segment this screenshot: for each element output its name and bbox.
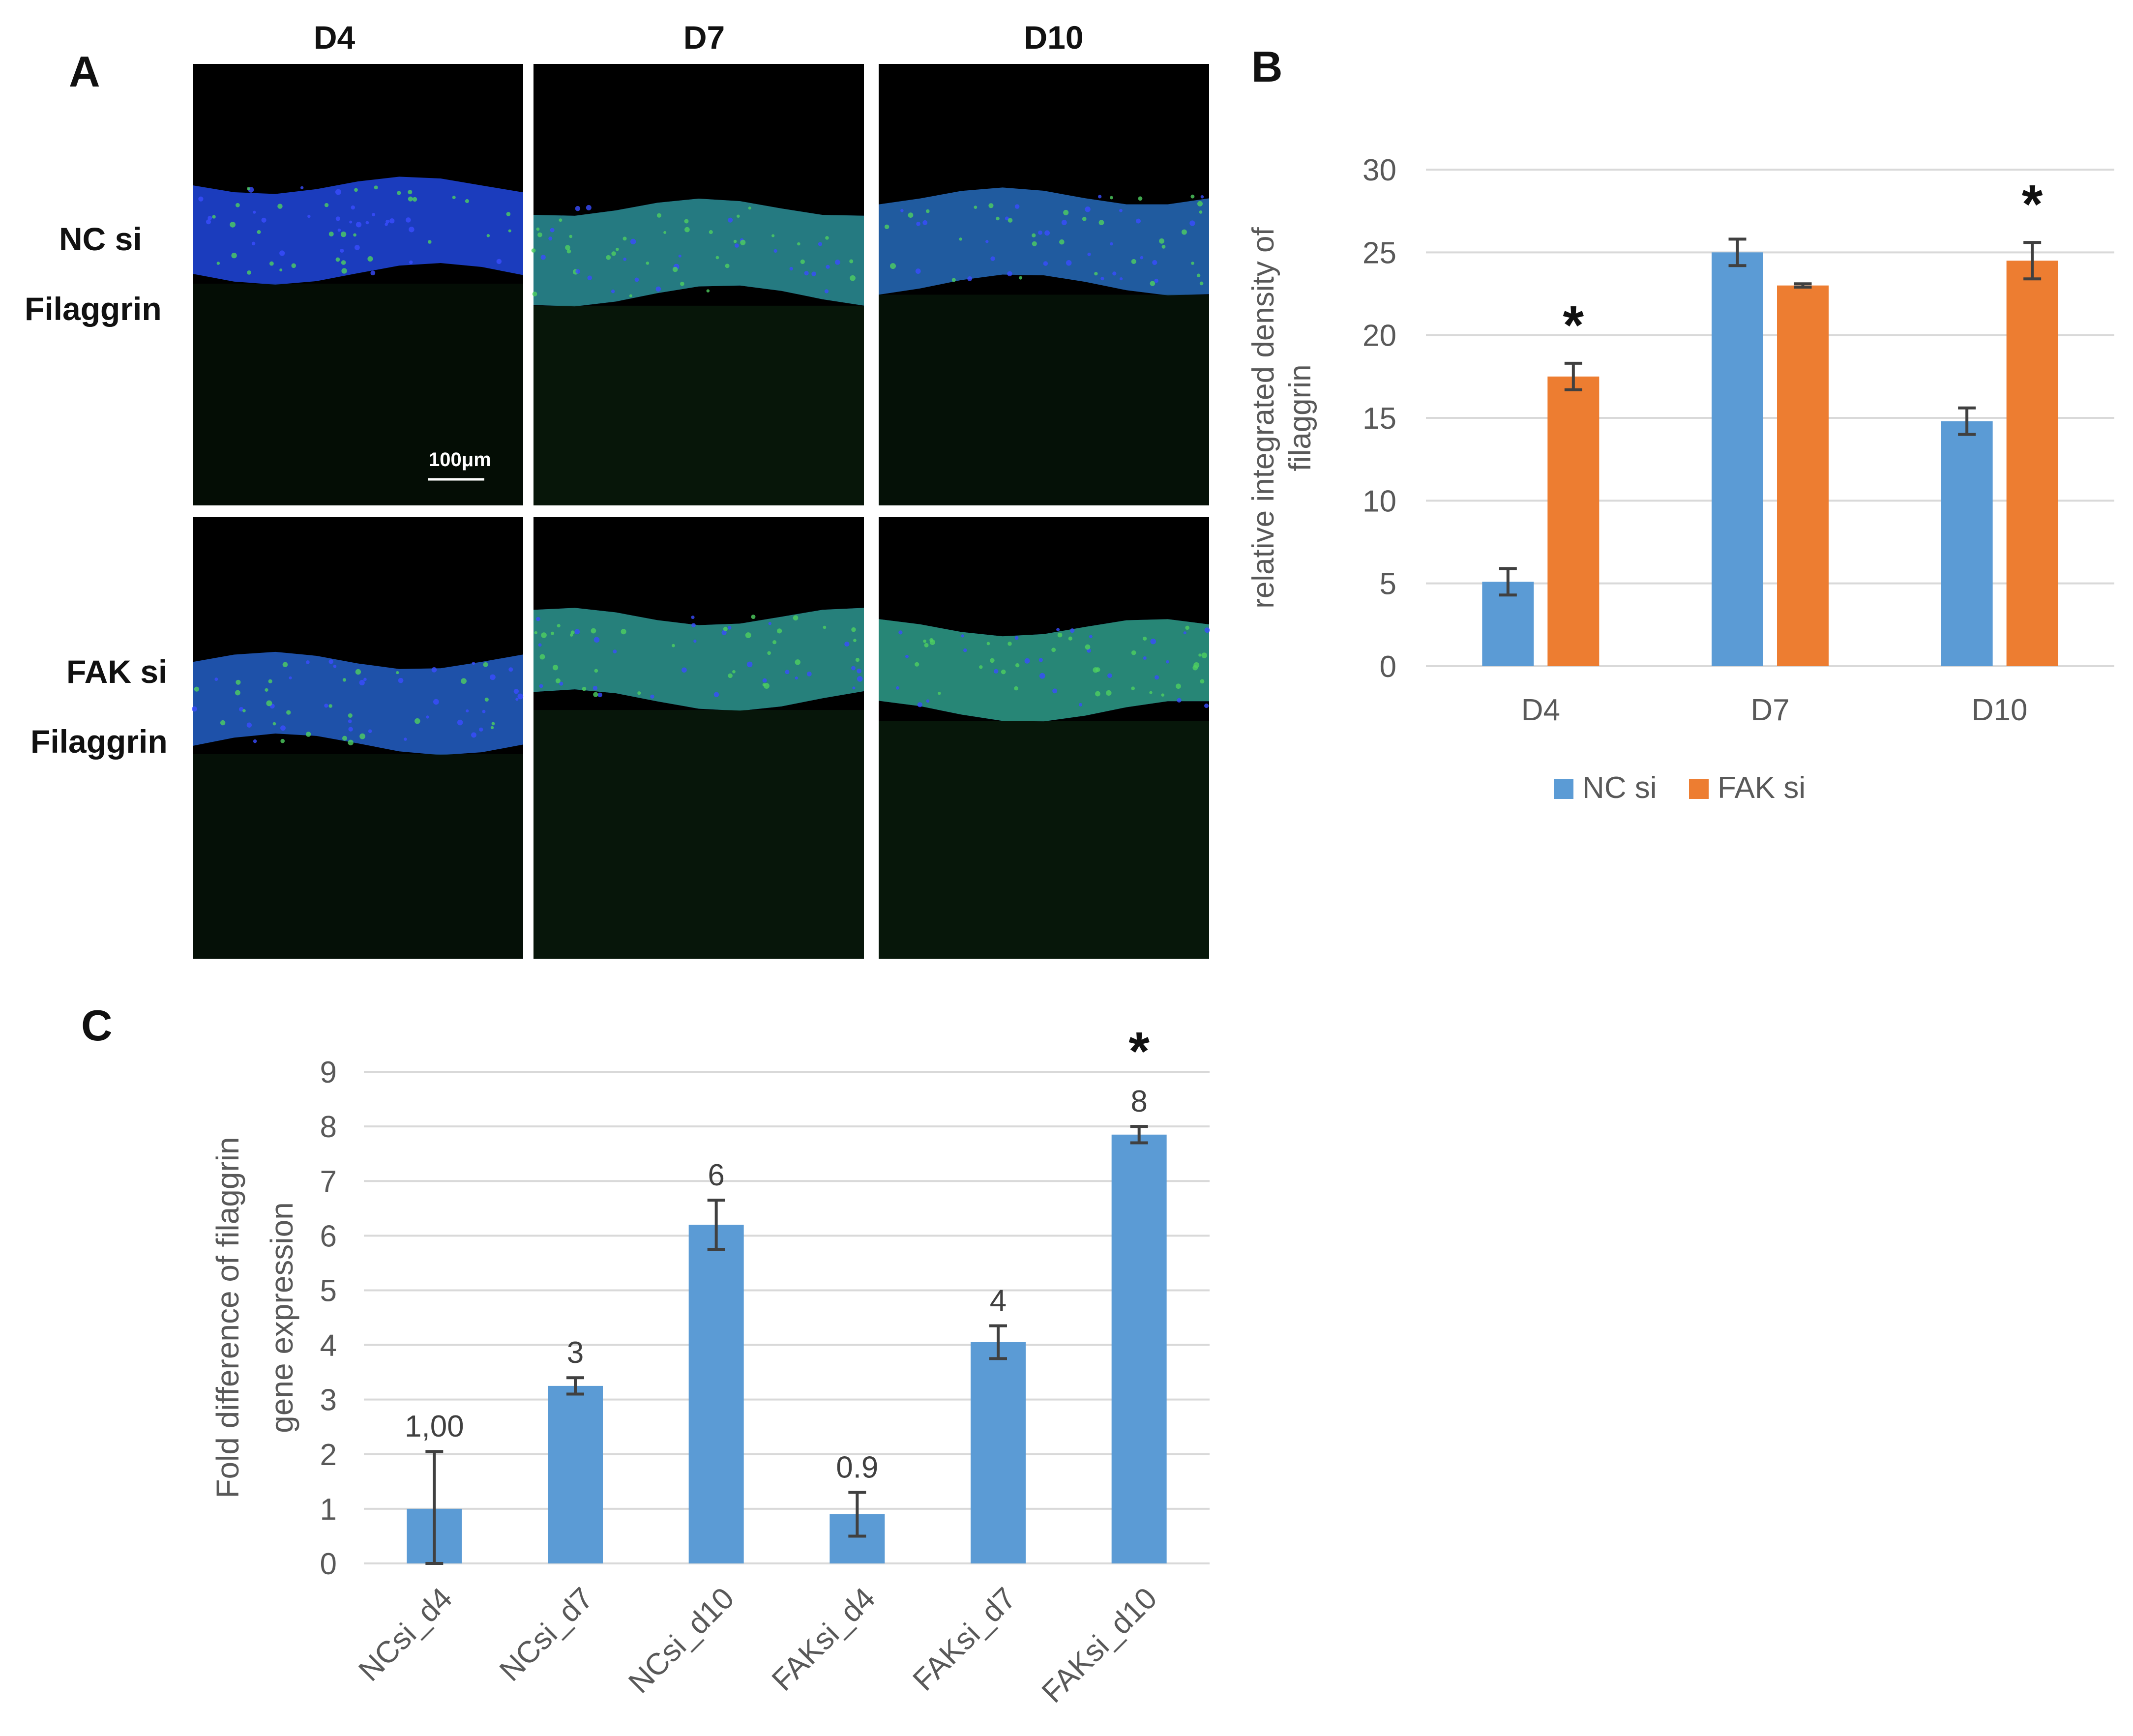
chart-c-bar bbox=[548, 1385, 603, 1563]
chart-b-ytick-label: 15 bbox=[1363, 402, 1396, 436]
chart-c-ytick-label: 8 bbox=[320, 1110, 337, 1144]
chart-b-significance-mark: * bbox=[2022, 174, 2043, 235]
chart-b-ylabel-line2: filaggrin bbox=[1283, 364, 1317, 471]
chart-b-bar bbox=[1777, 285, 1829, 666]
chart-b-bar bbox=[1547, 376, 1600, 666]
chart-b-legend-swatch bbox=[1554, 779, 1573, 799]
chart-b-ytick-label: 0 bbox=[1380, 650, 1396, 684]
chart-c-data-label: 8 bbox=[1130, 1085, 1147, 1118]
row-label-fak-si: FAK si bbox=[66, 653, 168, 690]
column-header-d4: D4 bbox=[313, 19, 356, 56]
chart-c-ytick-label: 4 bbox=[320, 1329, 337, 1363]
panel-a-letter: A bbox=[69, 47, 100, 96]
chart-b-ytick-label: 5 bbox=[1380, 567, 1396, 601]
chart-b: 0 5 10 15 20 25 30 * * D4 D7 D10 NC si FAK si rela… bbox=[1246, 153, 2114, 805]
chart-c-data-label: 6 bbox=[708, 1158, 724, 1192]
chart-c-significance-mark: * bbox=[1128, 1021, 1150, 1082]
chart-c-ylabel-line2: gene expression bbox=[264, 1202, 299, 1433]
chart-b-xtick-label: D4 bbox=[1521, 693, 1560, 727]
micrograph-fak-si-d10 bbox=[879, 517, 1210, 959]
chart-b-xtick-label: D10 bbox=[1972, 693, 2028, 727]
chart-c-ytick-label: 7 bbox=[320, 1165, 337, 1199]
chart-b-ytick-label: 25 bbox=[1363, 236, 1396, 270]
micrograph-fak-si-d7 bbox=[533, 517, 864, 959]
chart-b-bar bbox=[1712, 252, 1763, 666]
micrograph-nc-si-d4 bbox=[193, 64, 523, 505]
micrograph-fak-si-d4 bbox=[192, 517, 524, 959]
chart-b-ytick-label: 20 bbox=[1363, 319, 1396, 353]
chart-c-ytick-label: 2 bbox=[320, 1438, 337, 1472]
chart-c-bar bbox=[1111, 1134, 1167, 1563]
chart-c-xtick-label: FAKsi_d4 bbox=[766, 1581, 882, 1697]
panel-c-letter: C bbox=[81, 1001, 113, 1050]
chart-c-data-label: 3 bbox=[567, 1336, 584, 1370]
micrograph-grid: 100μm bbox=[192, 64, 1210, 959]
column-header-d7: D7 bbox=[683, 19, 725, 56]
chart-c-bar bbox=[971, 1342, 1026, 1563]
chart-c-xtick-label: FAKsi_d10 bbox=[1036, 1581, 1164, 1709]
chart-b-ytick-label: 10 bbox=[1363, 484, 1396, 518]
chart-c-xtick-label: NCsi_d4 bbox=[352, 1581, 459, 1688]
chart-c-ytick-label: 5 bbox=[320, 1274, 337, 1308]
chart-c-ylabel-line1: Fold difference of filaggrin bbox=[210, 1137, 245, 1498]
chart-c-bar bbox=[688, 1225, 744, 1563]
micrograph-nc-si-d7 bbox=[531, 64, 864, 505]
chart-b-significance-mark: * bbox=[1563, 295, 1584, 355]
chart-c-ytick-label: 9 bbox=[320, 1056, 337, 1089]
column-header-d10: D10 bbox=[1024, 19, 1084, 56]
row-label-nc-si: NC si bbox=[59, 221, 142, 257]
chart-c-xtick-label: FAKsi_d7 bbox=[906, 1581, 1022, 1697]
chart-b-legend-label: NC si bbox=[1582, 771, 1657, 805]
chart-b-legend-swatch bbox=[1689, 779, 1709, 799]
chart-b-xtick-label: D7 bbox=[1750, 693, 1789, 727]
chart-b-bar bbox=[1941, 421, 1993, 666]
panel-b-letter: B bbox=[1251, 42, 1283, 91]
chart-c-data-label: 0.9 bbox=[836, 1451, 878, 1485]
chart-c-xtick-label: NCsi_d10 bbox=[622, 1581, 741, 1700]
row-label-nc-filaggrin: Filaggrin bbox=[25, 291, 162, 327]
chart-c-data-label: 1,00 bbox=[405, 1410, 464, 1443]
chart-b-ytick-label: 30 bbox=[1363, 153, 1396, 187]
chart-b-legend-label: FAK si bbox=[1718, 771, 1806, 805]
chart-c-xtick-label: NCsi_d7 bbox=[493, 1581, 600, 1688]
micrograph-nc-si-d10 bbox=[879, 64, 1209, 505]
chart-b-ylabel-line1: relative integrated density of bbox=[1246, 227, 1280, 609]
chart-c-ytick-label: 3 bbox=[320, 1383, 337, 1417]
scale-bar-label: 100μm bbox=[429, 449, 491, 471]
chart-c-data-label: 4 bbox=[990, 1284, 1007, 1318]
chart-c-ytick-label: 0 bbox=[320, 1547, 337, 1581]
chart-c-ytick-label: 1 bbox=[320, 1493, 337, 1527]
row-label-fak-filaggrin: Filaggrin bbox=[30, 723, 168, 760]
chart-c: 0 1 2 3 4 5 6 7 8 9 1,00 3 6 0.9 4 8 * NCsi_d4 NCsi_d7 N… bbox=[210, 1021, 1210, 1709]
chart-b-bar bbox=[2006, 261, 2058, 666]
chart-c-ytick-label: 6 bbox=[320, 1219, 337, 1253]
